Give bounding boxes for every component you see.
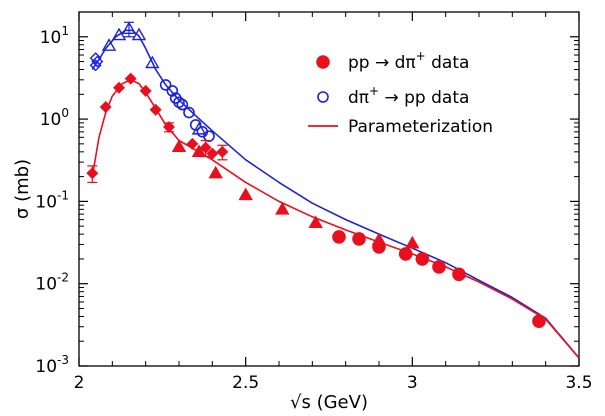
triangle-marker [308, 215, 323, 228]
axis-ticks: 2 2.5 3 3.5 10-3 10-2 10-1 100 101 [35, 11, 593, 393]
triangle-marker [208, 165, 223, 179]
diamond-marker [199, 141, 212, 154]
y-tick-label: 10-3 [35, 353, 69, 377]
circle-marker [398, 247, 413, 261]
triangle-marker [191, 144, 207, 158]
circle-marker [432, 260, 446, 274]
circle-marker [159, 79, 172, 91]
y-tick-label: 10-1 [35, 188, 69, 212]
diamond-marker [206, 147, 219, 160]
triangle-marker [121, 21, 137, 35]
triangle-marker [238, 187, 253, 201]
legend-label-param: Parameterization [348, 117, 493, 137]
triangle-marker [145, 55, 160, 69]
triangle-marker [171, 139, 187, 153]
triangle-marker [275, 201, 290, 215]
diamond-marker [216, 145, 229, 158]
legend: pp → dπ+ data dπ+ → pp data Parameterizati… [308, 49, 493, 137]
x-tick-label: 3 [407, 373, 418, 393]
plot-frame [78, 11, 580, 367]
diamond-marker [163, 121, 175, 134]
diamond-marker [99, 101, 112, 114]
x-tick-label: 2.5 [232, 373, 259, 393]
diamond-marker [86, 167, 99, 180]
triangle-marker [101, 38, 117, 51]
diamond-marker [149, 103, 162, 116]
data-points [86, 21, 546, 329]
diamond-marker [91, 55, 104, 68]
circle-marker [203, 130, 215, 142]
circle-marker [372, 240, 386, 254]
x-axis-label: √s (GeV) [290, 392, 368, 413]
circle-marker [189, 119, 202, 131]
circle-marker [415, 252, 430, 266]
triangle-marker [111, 27, 127, 41]
circle-marker [166, 85, 179, 97]
legend-label-pp: pp → dπ+ data [348, 49, 469, 73]
curve-pp-to-dpi [91, 79, 580, 359]
triangle-marker [405, 235, 420, 249]
triangle-marker [191, 121, 207, 135]
y-tick-label: 100 [40, 106, 69, 130]
diamond-marker [124, 72, 137, 85]
diamond-marker [186, 137, 199, 150]
diamond-marker [89, 52, 102, 65]
x-tick-label: 3.5 [565, 373, 592, 393]
circle-marker [332, 230, 346, 244]
y-tick-label: 101 [40, 24, 69, 48]
circle-marker [183, 106, 195, 119]
legend-marker-pp [316, 55, 330, 69]
x-tick-label: 2 [74, 373, 85, 393]
y-tick-label: 10-2 [35, 271, 69, 295]
legend-label-dpi: dπ+ → pp data [348, 84, 469, 108]
circle-marker [352, 232, 366, 246]
y-axis-label: σ (mb) [12, 159, 33, 219]
circle-marker [176, 98, 189, 111]
diamond-marker [113, 81, 125, 94]
diamond-marker [89, 59, 102, 72]
circle-marker [532, 314, 546, 329]
circle-marker [452, 267, 466, 282]
legend-marker-dpi [317, 91, 329, 103]
diamond-marker [139, 84, 152, 97]
triangle-marker [131, 27, 147, 41]
